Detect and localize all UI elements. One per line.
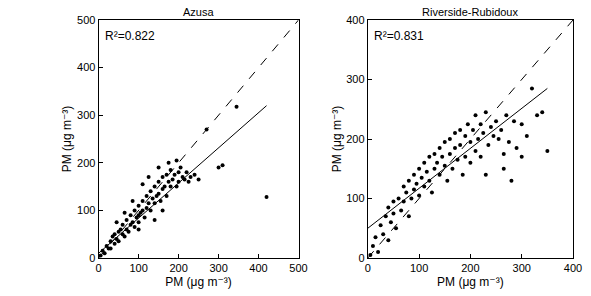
svg-text:400: 400 [564,262,582,274]
svg-text:400: 400 [346,14,364,26]
svg-text:100: 100 [77,204,95,216]
svg-text:R²=0.822: R²=0.822 [105,29,155,43]
svg-text:PM (μg m⁻³): PM (μg m⁻³) [437,275,504,289]
svg-text:100: 100 [346,192,364,204]
svg-text:Riverside-Rubidoux: Riverside-Rubidoux [422,6,518,18]
svg-text:0: 0 [358,252,364,264]
svg-text:500: 500 [77,14,95,26]
svg-text:200: 200 [169,262,187,274]
svg-text:300: 300 [513,262,531,274]
svg-text:0: 0 [365,262,371,274]
svg-text:Azusa: Azusa [183,6,214,18]
svg-text:300: 300 [209,262,227,274]
svg-text:PM (μg m⁻³): PM (μg m⁻³) [165,275,232,289]
svg-text:400: 400 [249,262,267,274]
svg-text:300: 300 [77,109,95,121]
svg-text:300: 300 [346,73,364,85]
svg-text:R²=0.831: R²=0.831 [374,29,424,43]
svg-text:200: 200 [346,133,364,145]
svg-text:500: 500 [289,262,307,274]
svg-text:200: 200 [461,262,479,274]
svg-text:400: 400 [77,61,95,73]
svg-text:PM (μg m⁻³): PM (μg m⁻³) [60,106,74,173]
svg-text:100: 100 [410,262,428,274]
svg-text:100: 100 [129,262,147,274]
svg-text:PM (μg m⁻³): PM (μg m⁻³) [330,106,344,173]
svg-text:0: 0 [89,252,95,264]
svg-text:0: 0 [96,262,102,274]
svg-text:200: 200 [77,157,95,169]
